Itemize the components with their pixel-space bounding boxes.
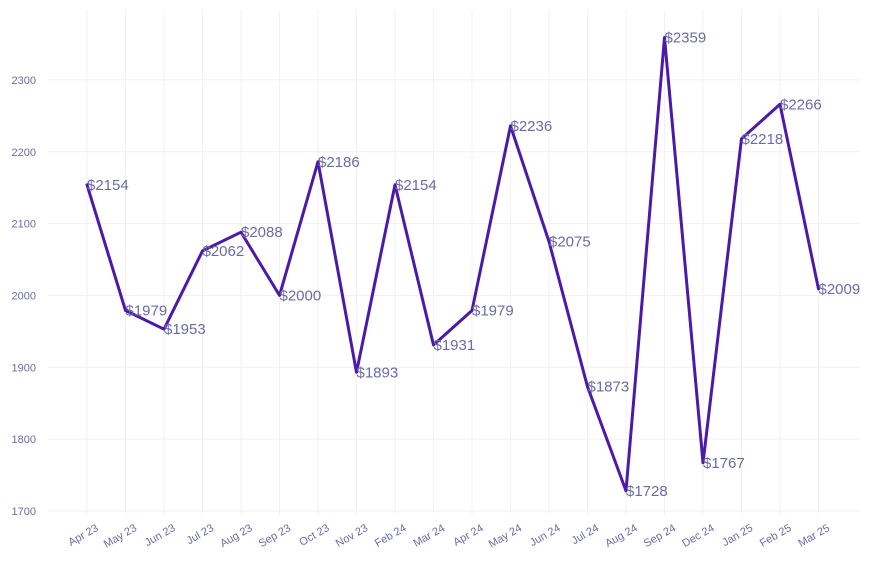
x-tick-label: Apr 23 xyxy=(66,522,100,549)
data-label: $2359 xyxy=(665,30,707,47)
x-tick-label: Dec 24 xyxy=(680,522,716,550)
x-tick-label: Feb 25 xyxy=(758,522,794,550)
x-tick-label: Mar 24 xyxy=(411,522,447,550)
x-tick-label: May 23 xyxy=(102,522,139,550)
x-tick-label: Apr 24 xyxy=(451,522,485,549)
data-labels: $2154$1979$1953$2062$2088$2000$2186$1893… xyxy=(87,30,860,500)
data-label: $2218 xyxy=(742,131,784,148)
data-label: $2266 xyxy=(780,96,822,113)
x-axis-ticks: Apr 23 May 23 Jun 23 Jul 23 Aug 23 Sep 23 Oct … xyxy=(66,522,832,550)
data-label: $2000 xyxy=(280,287,322,304)
y-tick-label: 2000 xyxy=(12,290,36,302)
x-tick-label: Jun 24 xyxy=(528,522,563,549)
y-tick-label: 1700 xyxy=(12,506,36,518)
x-tick-label: Jul 24 xyxy=(570,522,601,547)
data-label: $2154 xyxy=(87,177,129,194)
y-tick-label: 2200 xyxy=(12,147,36,159)
x-tick-label: Jun 23 xyxy=(143,522,178,549)
y-tick-label: 2100 xyxy=(12,219,36,231)
x-tick-label: Oct 23 xyxy=(297,522,331,549)
y-tick-label: 1900 xyxy=(12,362,36,374)
data-label: $1767 xyxy=(703,455,745,472)
x-tick-label: Jan 25 xyxy=(720,522,755,549)
data-label: $2075 xyxy=(549,234,591,251)
data-label: $2236 xyxy=(511,118,553,135)
data-label: $2062 xyxy=(203,243,245,260)
data-label: $1979 xyxy=(126,303,168,320)
y-tick-label: 2300 xyxy=(12,75,36,87)
data-label: $1931 xyxy=(434,337,476,354)
x-tick-label: Mar 25 xyxy=(796,522,832,550)
data-label: $1873 xyxy=(588,379,630,396)
series-line xyxy=(85,36,820,493)
x-tick-label: Aug 24 xyxy=(603,522,639,550)
data-label: $2088 xyxy=(241,224,283,241)
grid-lines xyxy=(48,10,860,515)
x-tick-label: Feb 24 xyxy=(373,522,409,550)
x-tick-label: Nov 23 xyxy=(334,522,370,550)
y-axis-ticks: 1700 1800 1900 2000 2100 2200 2300 xyxy=(12,75,36,518)
x-tick-label: Sep 24 xyxy=(642,522,678,550)
x-tick-label: Sep 23 xyxy=(257,522,293,550)
data-label: $2186 xyxy=(318,154,360,171)
data-label: $1728 xyxy=(626,483,668,500)
data-label: $1893 xyxy=(357,364,399,381)
x-tick-label: Jul 23 xyxy=(185,522,216,547)
x-tick-label: Aug 23 xyxy=(218,522,254,550)
data-label: $2154 xyxy=(395,177,437,194)
x-tick-label: May 24 xyxy=(487,522,524,550)
data-label: $1979 xyxy=(472,303,514,320)
data-label: $2009 xyxy=(819,281,861,298)
data-label: $1953 xyxy=(164,321,206,338)
y-tick-label: 1800 xyxy=(12,434,36,446)
